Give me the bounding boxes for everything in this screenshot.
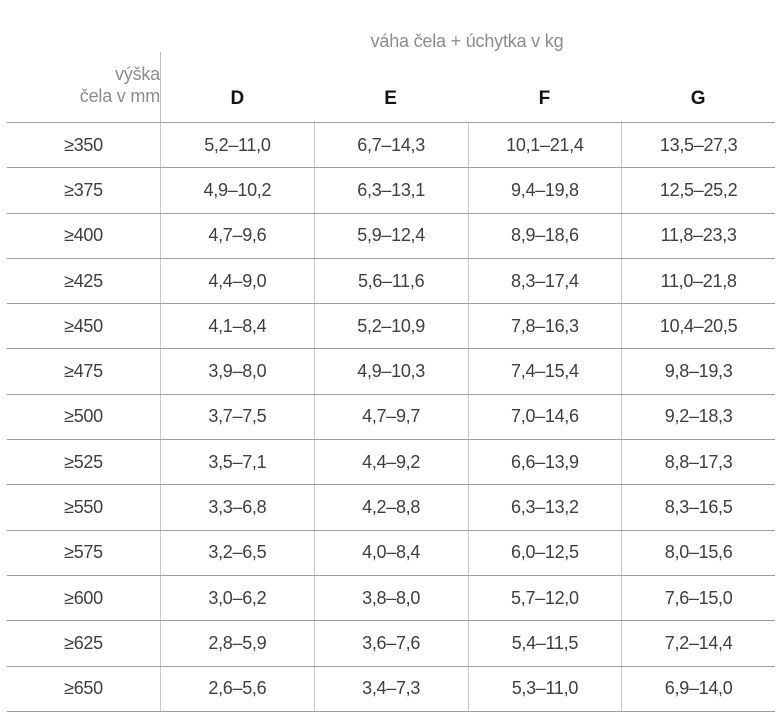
column-header-e: E [384,88,397,109]
weight-range-cell: 3,6–7,6 [313,621,468,666]
weight-range-cell: 4,7–9,6 [160,213,314,258]
weight-range-cell: 7,0–14,6 [467,394,622,440]
weight-range-cell: 7,2–14,4 [621,621,775,666]
table-row: ≥475 3,9–8,0 4,9–10,3 7,4–15,4 9,8–19,3 [7,349,775,395]
weight-range-cell: 3,9–8,0 [160,349,314,394]
row-header-label: výška čela v mm [7,52,160,122]
row-height-label: ≥625 [64,632,103,653]
table-row: ≥350 5,2–11,0 6,7–14,3 10,1–21,4 13,5–27,3 [7,123,775,169]
weight-range-cell: 3,4–7,3 [313,666,468,711]
column-header-d: D [160,52,314,122]
table-row: ≥425 4,4–9,0 5,6–11,6 8,3–17,4 11,0–21,8 [7,258,775,305]
row-height-label: ≥400 [64,225,103,246]
weight-range-cell: 3,2–6,5 [160,530,314,575]
weight-range-cell: 11,0–21,8 [621,258,775,304]
row-height-label: ≥600 [64,587,103,608]
row-header-label-line1: výška [114,64,160,84]
table-header-row: výška čela v mm D E F G [7,52,775,123]
weight-range-cell: 2,8–5,9 [160,621,314,666]
weight-range-cell: 9,4–19,8 [467,168,622,213]
row-height-label: ≥550 [64,497,103,518]
row-height-label: ≥375 [64,179,103,200]
weight-range-cell: 9,2–18,3 [621,394,775,440]
row-height-label: ≥425 [64,270,103,291]
weight-range-cell: 5,2–10,9 [313,304,468,349]
weight-range-cell: 10,1–21,4 [467,123,622,168]
weight-range-cell: 5,7–12,0 [467,575,622,621]
weight-range-cell: 7,4–15,4 [467,349,622,394]
weight-range-cell: 8,8–17,3 [621,440,775,485]
weight-range-cell: 6,3–13,2 [467,485,622,530]
weight-range-cell: 11,8–23,3 [621,213,775,258]
weight-range-cell: 6,9–14,0 [621,666,775,711]
row-height-label: ≥525 [64,451,103,472]
table-row: ≥450 4,1–8,4 5,2–10,9 7,8–16,3 10,4–20,5 [7,304,775,350]
weight-range-cell: 4,4–9,2 [313,440,468,485]
row-height-label: ≥475 [64,361,103,382]
row-height-label: ≥350 [64,134,103,155]
weight-range-cell: 4,9–10,2 [160,168,314,213]
column-header-f: F [538,88,551,109]
table-row: ≥650 2,6–5,6 3,4–7,3 5,3–11,0 6,9–14,0 [7,666,775,712]
weight-range-cell: 7,6–15,0 [621,575,775,621]
weight-range-cell: 4,0–8,4 [313,530,468,575]
weight-range-cell: 3,5–7,1 [160,440,314,485]
weight-range-cell: 10,4–20,5 [621,304,775,349]
table-row: ≥400 4,7–9,6 5,9–12,4 8,9–18,6 11,8–23,3 [7,213,775,259]
weight-range-cell: 8,3–16,5 [621,485,775,530]
weight-range-cell: 5,3–11,0 [467,666,622,711]
weight-range-cell: 3,3–6,8 [160,485,314,530]
weight-range-cell: 4,1–8,4 [160,304,314,349]
weight-range-cell: 5,6–11,6 [313,258,468,304]
weight-range-cell: 4,2–8,8 [313,485,468,530]
table-row: ≥375 4,9–10,2 6,3–13,1 9,4–19,8 12,5–25,2 [7,168,775,214]
weight-range-cell: 6,0–12,5 [467,530,622,575]
row-header-label-line2: čela v mm [79,86,160,106]
weight-range-cell: 6,7–14,3 [313,123,468,168]
row-height-label: ≥500 [64,406,103,427]
table-title: váha čela + úchytka v kg [370,31,564,51]
weight-range-cell: 3,7–7,5 [160,394,314,440]
row-height-label: ≥575 [64,542,103,563]
weight-range-cell: 6,6–13,9 [467,440,622,485]
table-row: ≥600 3,0–6,2 3,8–8,0 5,7–12,0 7,6–15,0 [7,575,775,622]
weight-range-cell: 9,8–19,3 [621,349,775,394]
weight-range-cell: 6,3–13,1 [313,168,468,213]
weight-range-cell: 13,5–27,3 [621,123,775,168]
table-row: ≥525 3,5–7,1 4,4–9,2 6,6–13,9 8,8–17,3 [7,440,775,486]
weight-range-cell: 12,5–25,2 [621,168,775,213]
row-height-label: ≥650 [64,678,103,699]
column-header-g: G [690,88,706,109]
row-height-label: ≥450 [64,315,103,336]
weight-range-cell: 5,2–11,0 [160,123,314,168]
weight-range-cell: 5,9–12,4 [313,213,468,258]
weight-range-cell: 2,6–5,6 [160,666,314,711]
weight-range-cell: 3,0–6,2 [160,575,314,621]
weight-range-cell: 4,9–10,3 [313,349,468,394]
weight-range-cell: 5,4–11,5 [467,621,622,666]
weight-range-cell: 8,0–15,6 [621,530,775,575]
table-row: ≥625 2,8–5,9 3,6–7,6 5,4–11,5 7,2–14,4 [7,621,775,667]
weight-range-cell: 4,7–9,7 [313,394,468,440]
table-row: ≥550 3,3–6,8 4,2–8,8 6,3–13,2 8,3–16,5 [7,485,775,531]
weight-range-cell: 3,8–8,0 [313,575,468,621]
weight-range-cell: 4,4–9,0 [160,258,314,304]
weight-range-cell: 8,9–18,6 [467,213,622,258]
weight-table: výška čela v mm D E F G ≥350 5,2–11,0 6,7–… [7,52,775,712]
table-row: ≥500 3,7–7,5 4,7–9,7 7,0–14,6 9,2–18,3 [7,394,775,441]
weight-range-cell: 7,8–16,3 [467,304,622,349]
table-row: ≥575 3,2–6,5 4,0–8,4 6,0–12,5 8,0–15,6 [7,530,775,576]
weight-range-cell: 8,3–17,4 [467,258,622,304]
table-body: ≥350 5,2–11,0 6,7–14,3 10,1–21,4 13,5–27,3 ≥3… [7,123,775,712]
